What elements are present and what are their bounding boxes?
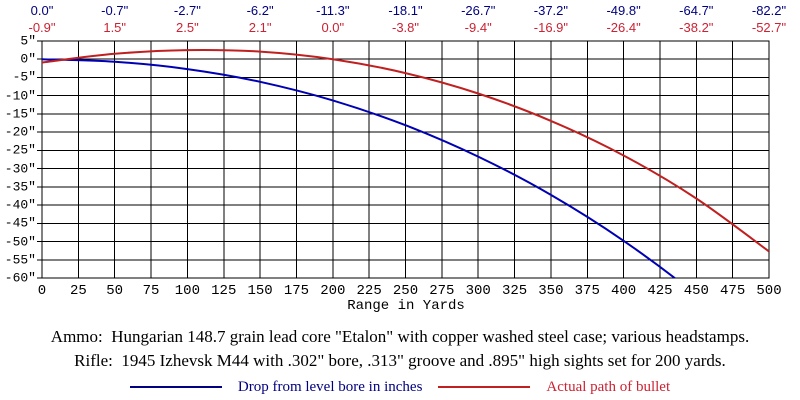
y-tick-label: 0": [20, 51, 36, 67]
y-tick-label: -25": [4, 142, 36, 158]
y-tick-label: -15": [4, 106, 36, 122]
point-value-red: -26.4": [606, 20, 641, 35]
point-value-red: -3.8": [391, 20, 420, 35]
x-tick-label: 425: [647, 283, 673, 299]
y-tick-label: -20": [4, 124, 36, 140]
y-tick-label: 5": [20, 33, 36, 49]
point-value-red: 2.5": [176, 20, 199, 35]
point-value-red: -38.2": [679, 20, 714, 35]
x-tick-label: 175: [283, 283, 310, 299]
x-axis-title: Range in Yards: [347, 298, 465, 314]
point-value-blue: -26.7": [461, 3, 496, 18]
point-value-blue: -37.2": [533, 3, 569, 18]
legend-label-drop-from-bore: Drop from level bore in inches: [237, 378, 423, 395]
legend-line-blue: [129, 386, 222, 388]
x-tick-label: 475: [720, 283, 746, 299]
x-tick-label: 225: [356, 283, 382, 299]
point-value-red: -9.4": [464, 20, 492, 35]
point-value-red: -52.7": [751, 20, 787, 35]
x-tick-label: 350: [538, 283, 564, 299]
y-tick-label: -30": [4, 161, 36, 177]
x-tick-label: 150: [247, 283, 273, 299]
curve-red: [42, 48, 769, 253]
point-value-red: 2.1": [248, 20, 272, 35]
point-value-blue: -82.2": [751, 3, 787, 18]
x-tick-label: 300: [465, 283, 491, 299]
point-value-blue: -2.7": [173, 3, 201, 18]
x-tick-label: 500: [756, 283, 782, 299]
y-tick-label: -35": [4, 179, 36, 195]
ammo-description: Ammo: Hungarian 148.7 grain lead core "E…: [50, 327, 750, 346]
point-value-blue: -49.8": [606, 3, 641, 18]
legend-line-red: [438, 386, 531, 388]
point-value-blue: -11.3": [316, 3, 350, 18]
x-tick-label: 100: [174, 283, 200, 299]
curve-blue: [42, 58, 677, 278]
y-tick-label: -10": [4, 88, 36, 104]
x-tick-label: 275: [429, 283, 455, 299]
chart-canvas: [37, 40, 770, 279]
x-tick-label: 125: [211, 283, 237, 299]
legend-label-actual-path: Actual path of bullet: [546, 378, 671, 395]
x-tick-label: 400: [610, 283, 637, 299]
x-tick-label: 25: [69, 283, 87, 299]
point-value-blue: -6.2": [246, 3, 274, 18]
x-tick-label: 325: [501, 283, 528, 299]
y-tick-label: -45": [4, 215, 36, 231]
point-value-blue: -64.7": [679, 3, 714, 18]
rifle-description: Rifle: 1945 Izhevsk M44 with .302" bore,…: [74, 351, 726, 370]
x-tick-label: 250: [392, 283, 419, 299]
y-tick-label: -40": [4, 197, 36, 213]
x-tick-label: 50: [106, 283, 124, 299]
point-value-blue: -18.1": [388, 3, 423, 18]
y-tick-label: -50": [4, 234, 36, 250]
x-tick-label: 450: [683, 283, 709, 299]
y-tick-label: -5": [12, 69, 36, 85]
point-value-red: 0.0": [321, 20, 345, 35]
x-tick-label: 375: [574, 283, 600, 299]
point-value-red: -0.9": [28, 20, 56, 35]
point-value-red: -16.9": [533, 20, 569, 35]
y-tick-label: -60": [4, 270, 36, 286]
y-tick-label: -55": [4, 252, 36, 268]
x-tick-label: 75: [142, 283, 160, 299]
x-tick-label: 200: [320, 283, 346, 299]
legend: Drop from level bore in inches Actual pa…: [0, 378, 800, 396]
point-value-blue: -0.7": [101, 3, 129, 18]
point-value-red: 1.5": [103, 20, 127, 35]
point-value-blue: 0.0": [30, 3, 54, 18]
x-tick-label: 0: [37, 283, 47, 299]
grid-lines: [37, 40, 770, 279]
